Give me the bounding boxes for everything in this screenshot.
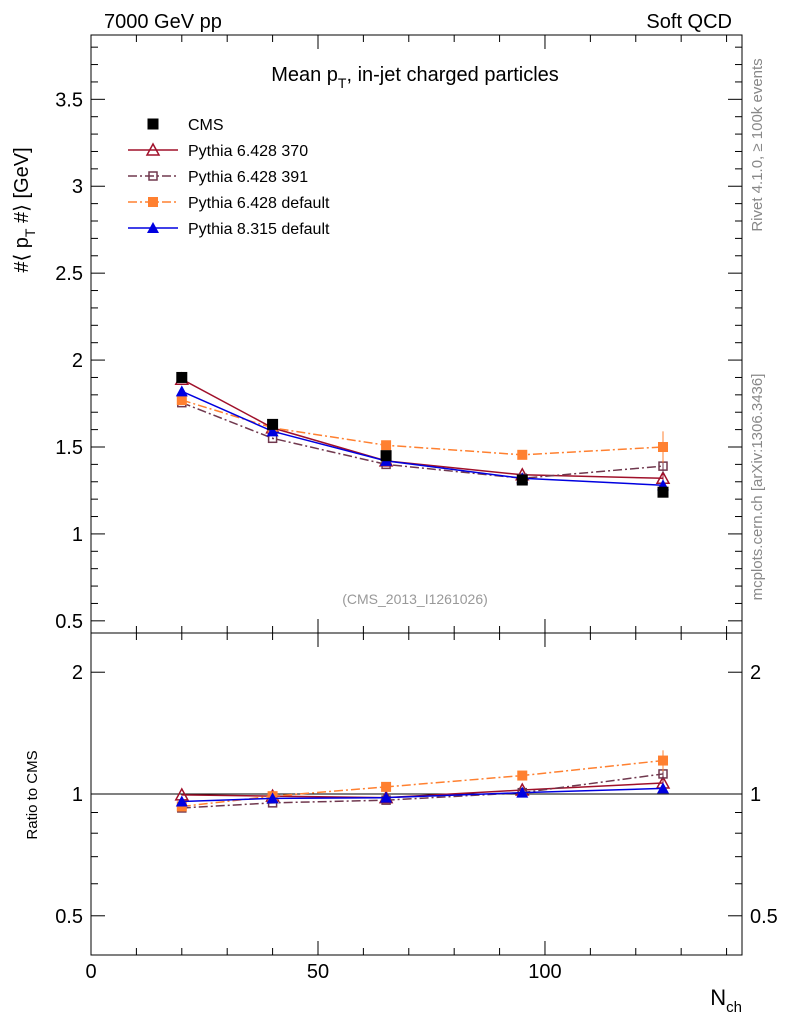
legend-label: CMS xyxy=(188,117,224,134)
mcplots-label: mcplots.cern.ch [arXiv:1306.3436] xyxy=(749,374,766,601)
data-point xyxy=(381,440,392,451)
data-point xyxy=(176,395,187,406)
rivet-label: Rivet 4.1.0, ≥ 100k events xyxy=(749,58,766,231)
ratio-y-tick-label: 0.5 xyxy=(750,906,778,928)
legend-label: Pythia 6.428 370 xyxy=(188,143,308,160)
data-point xyxy=(380,450,392,462)
series-line-3 xyxy=(181,399,664,456)
ratio-point xyxy=(175,795,188,807)
y-tick-label: 1.5 xyxy=(55,437,83,459)
series-line-2 xyxy=(181,401,664,480)
legend-label: Pythia 6.428 default xyxy=(188,195,330,212)
y-tick-label: 3.5 xyxy=(55,89,83,111)
analysis-label: (CMS_2013_I1261026) xyxy=(342,591,488,607)
legend-marker xyxy=(147,222,159,233)
series-line-1 xyxy=(181,378,664,480)
legend-marker xyxy=(145,142,161,156)
x-tick-label: 50 xyxy=(307,961,329,983)
data-point xyxy=(267,418,279,430)
x-axis-label: Nch xyxy=(710,985,742,1016)
data-point xyxy=(516,474,528,486)
y-axis-label: #⟨ pT #⟩ [GeV] xyxy=(11,147,38,272)
legend-label: Pythia 6.428 391 xyxy=(188,169,308,186)
data-point xyxy=(266,425,279,437)
ratio-y-axis-label: Ratio to CMS xyxy=(24,750,41,839)
ratio-point xyxy=(657,782,670,794)
legend-marker xyxy=(147,118,159,130)
y-tick-label: 1 xyxy=(72,524,83,546)
x-tick-label: 0 xyxy=(85,961,96,983)
y-tick-label: 2.5 xyxy=(55,263,83,285)
ratio-y-tick-label: 2 xyxy=(750,662,761,684)
header-left: 7000 GeV pp xyxy=(104,11,222,33)
data-point xyxy=(176,371,188,383)
data-point xyxy=(517,449,528,460)
legend-marker xyxy=(148,197,158,207)
ratio-point xyxy=(381,781,392,792)
y-tick-label: 0.5 xyxy=(55,611,83,633)
legend-marker xyxy=(148,171,158,181)
header-right: Soft QCD xyxy=(646,11,732,33)
chart-title: Mean pT, in-jet charged particles xyxy=(271,64,559,91)
data-point xyxy=(658,441,669,452)
ratio-y-tick-label: 1 xyxy=(72,784,83,806)
data-point xyxy=(657,486,669,498)
ratio-point xyxy=(380,791,393,803)
ratio-point xyxy=(266,792,279,804)
ratio-y-tick-label: 1 xyxy=(750,784,761,806)
legend: CMS Pythia 6.428 370 Pythia 6.428 391 Pythi… xyxy=(128,117,330,238)
ratio-y-tick-label: 2 xyxy=(72,662,83,684)
y-tick-label: 2 xyxy=(72,350,83,372)
y-tick-label: 3 xyxy=(72,176,83,198)
x-tick-label: 100 xyxy=(528,961,561,983)
ratio-point xyxy=(516,786,529,798)
ratio-point xyxy=(517,770,528,781)
data-point xyxy=(175,385,188,397)
ratio-point xyxy=(658,755,669,766)
legend-label: Pythia 8.315 default xyxy=(188,221,330,238)
ratio-y-tick-label: 0.5 xyxy=(55,906,83,928)
series-line-4 xyxy=(181,390,664,486)
